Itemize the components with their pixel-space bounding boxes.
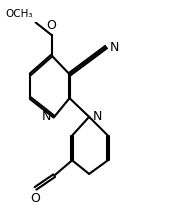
Text: O: O xyxy=(31,192,40,205)
Text: N: N xyxy=(41,110,51,123)
Text: OCH₃: OCH₃ xyxy=(5,9,33,19)
Text: N: N xyxy=(110,41,119,54)
Text: O: O xyxy=(47,19,57,32)
Text: N: N xyxy=(93,110,102,123)
